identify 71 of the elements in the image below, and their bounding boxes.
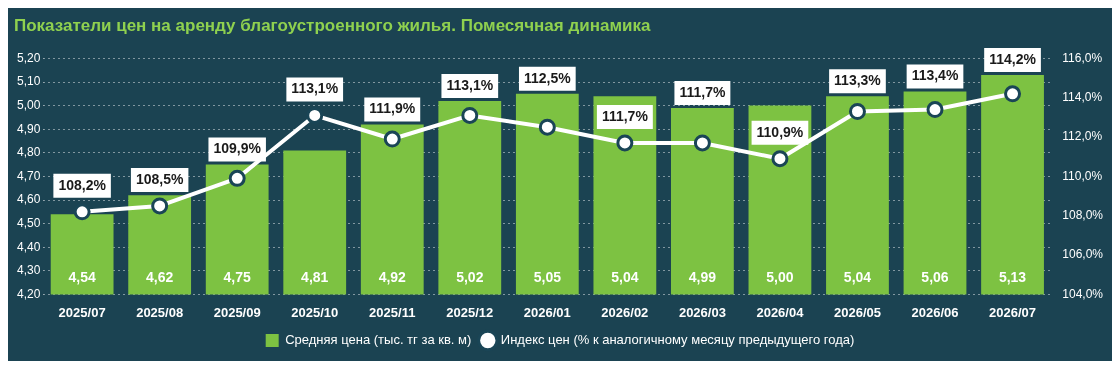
point	[538, 118, 556, 136]
legend-label: Средняя цена (тыс. тг за кв. м)	[285, 332, 472, 348]
x-tick-label: 2026/04	[756, 304, 805, 320]
y-tick-label: 4,30	[17, 263, 41, 278]
y2-tick-label: 104,0%	[1062, 286, 1104, 301]
x-tick-label: 2026/03	[678, 304, 726, 320]
data-label: 5,05	[533, 269, 562, 286]
point	[228, 169, 246, 187]
y-tick-label: 4,40	[17, 239, 41, 254]
x-tick-label: 2025/11	[369, 304, 416, 320]
y2-tick-label: 106,0%	[1062, 247, 1104, 262]
x-tick-label: 2026/01	[523, 304, 571, 320]
point	[151, 197, 169, 215]
data-label: 4,54	[68, 269, 96, 286]
y-tick-label: 4,90	[17, 121, 41, 136]
point	[616, 134, 634, 152]
data-label: 5,04	[843, 269, 872, 286]
y-tick-label: 4,60	[17, 192, 41, 207]
chart-title: Показатели цен на аренду благоустроенного жилья. Помесячная динамика	[14, 15, 651, 35]
point	[926, 101, 944, 119]
data-label: 110,9%	[756, 123, 804, 140]
y2-tick-label: 110,0%	[1062, 168, 1103, 183]
data-label: 109,9%	[213, 140, 262, 157]
y-tick-label: 5,20	[17, 50, 41, 65]
data-label: 108,2%	[58, 176, 107, 193]
data-label: 111,7%	[601, 107, 649, 124]
data-label: 4,99	[688, 269, 717, 286]
point	[383, 130, 401, 148]
x-tick-label: 2026/07	[989, 304, 1037, 320]
data-label: 5,02	[456, 269, 484, 286]
data-label: 114,2%	[989, 50, 1037, 67]
x-tick-label: 2025/07	[58, 304, 106, 320]
data-label: 113,1%	[446, 76, 494, 93]
data-label: 111,7%	[679, 83, 726, 100]
data-label: 4,81	[301, 269, 329, 286]
data-label: 5,00	[766, 269, 794, 286]
y2-tick-label: 108,0%	[1062, 208, 1104, 223]
y2-tick-label: 112,0%	[1062, 129, 1103, 144]
data-label: 113,3%	[834, 72, 882, 89]
data-label: 113,1%	[291, 80, 339, 97]
y-tick-label: 4,50	[17, 215, 41, 230]
x-tick-label: 2026/06	[911, 304, 959, 320]
y2-tick-label: 116,0%	[1062, 50, 1103, 65]
x-tick-label: 2025/12	[446, 304, 494, 320]
data-label: 4,75	[223, 269, 252, 286]
x-tick-label: 2025/08	[136, 304, 184, 320]
x-tick-label: 2025/09	[213, 304, 261, 320]
y-tick-label: 4,70	[17, 168, 41, 183]
point	[1004, 85, 1022, 103]
data-label: 5,13	[998, 269, 1027, 286]
data-label: 113,4%	[911, 67, 959, 84]
y-tick-label: 4,20	[17, 286, 41, 301]
y-tick-label: 5,10	[17, 74, 41, 89]
data-label: 5,04	[611, 269, 639, 286]
point	[461, 106, 479, 124]
y-tick-label: 5,00	[17, 97, 41, 112]
data-label: 4,92	[378, 269, 407, 286]
data-label: 108,5%	[135, 170, 184, 187]
data-label: 5,06	[921, 269, 949, 286]
point	[693, 134, 711, 152]
point	[848, 103, 866, 120]
x-tick-label: 2026/02	[601, 304, 649, 320]
legend-label: Индекс цен (% к аналогичному месяцу предыдущего года)	[500, 332, 855, 348]
x-tick-label: 2026/05	[833, 304, 881, 320]
data-label: 4,62	[146, 269, 174, 286]
point	[771, 150, 789, 168]
data-label: 111,9%	[369, 100, 416, 117]
y2-tick-label: 114,0%	[1062, 90, 1103, 105]
data-label: 112,5%	[523, 69, 572, 86]
x-tick-label: 2025/10	[291, 304, 339, 320]
y-tick-label: 4,80	[17, 145, 41, 160]
